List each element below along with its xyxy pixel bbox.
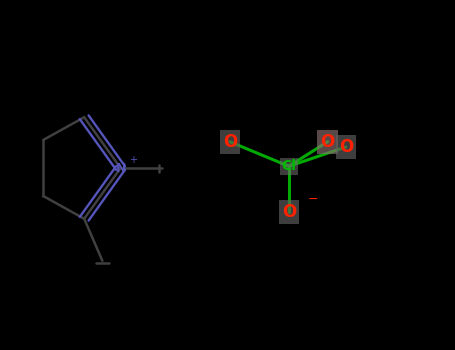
Text: +: + xyxy=(129,155,137,165)
Text: O: O xyxy=(320,133,335,151)
Text: −: − xyxy=(307,193,318,206)
Text: Cl: Cl xyxy=(282,159,296,173)
Text: N: N xyxy=(116,161,126,175)
Text: O: O xyxy=(282,203,296,221)
Text: O: O xyxy=(339,138,353,156)
Text: O: O xyxy=(222,133,237,151)
